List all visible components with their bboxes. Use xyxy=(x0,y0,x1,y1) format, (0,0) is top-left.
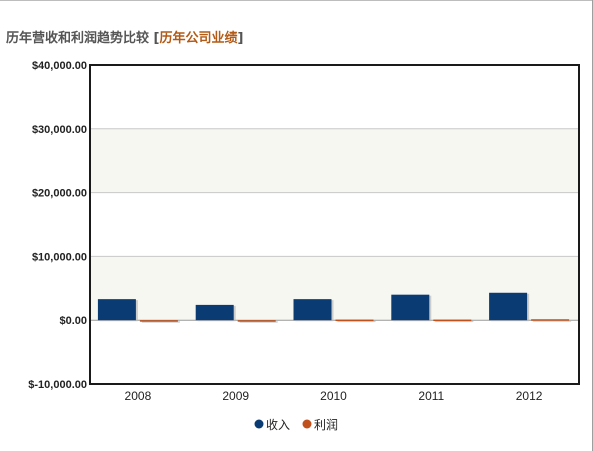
legend-marker xyxy=(254,419,264,429)
plot-band xyxy=(90,192,579,257)
bar-shadow xyxy=(533,320,572,322)
plot-band xyxy=(90,65,579,129)
y-tick-label: $10,000.00 xyxy=(32,251,87,263)
revenue-bar xyxy=(391,294,430,321)
profit-bar xyxy=(433,319,472,322)
y-tick-label: $-10,000.00 xyxy=(28,379,87,391)
revenue-bar xyxy=(489,292,528,321)
x-tick-label: 2008 xyxy=(125,389,152,403)
bracket-close: ] xyxy=(237,31,244,46)
y-tick-label: $40,000.00 xyxy=(32,60,87,72)
x-tick-label: 2009 xyxy=(222,389,249,403)
profit-bar xyxy=(531,319,570,321)
profit-bar xyxy=(139,320,178,322)
revenue-bar xyxy=(195,304,234,321)
company-performance-link[interactable]: 历年公司业绩 xyxy=(159,31,238,46)
plot-band xyxy=(90,128,579,193)
bar-shadow xyxy=(337,320,376,323)
legend-label: 收入 xyxy=(266,418,290,432)
y-tick-label: $0.00 xyxy=(59,315,87,327)
profit-bar xyxy=(335,319,374,322)
bars xyxy=(97,292,572,323)
y-tick-label: $30,000.00 xyxy=(32,124,87,136)
plot-frame xyxy=(89,64,580,385)
legend-label: 利润 xyxy=(314,418,338,432)
profit-bar xyxy=(237,320,276,322)
plot-bands xyxy=(90,65,579,384)
page-title: 历年营收和利润趋势比较 xyxy=(6,31,150,46)
revenue-bar xyxy=(293,299,332,321)
revenue-bar xyxy=(97,299,136,321)
x-tick-label: 2010 xyxy=(320,389,347,403)
bar-shadow xyxy=(141,321,180,323)
legend: 收入 利润 xyxy=(254,418,338,432)
y-axis-ticks: $-10,000.00 $0.00 $10,000.00 $20,000.00 $30,… xyxy=(28,60,87,391)
x-axis-ticks: 2008 2009 2010 2011 2012 xyxy=(125,389,543,403)
bracket-open: [ xyxy=(153,31,160,46)
section-header: 历年营收和利润趋势比较 [历年公司业绩] xyxy=(6,27,243,46)
legend-marker xyxy=(302,419,312,429)
plot-band xyxy=(90,320,579,384)
top-divider xyxy=(0,0,593,1)
bar-shadow xyxy=(239,321,278,323)
bar-shadow xyxy=(435,320,474,323)
y-tick-label: $20,000.00 xyxy=(32,188,87,200)
x-tick-label: 2011 xyxy=(418,389,444,403)
x-tick-label: 2012 xyxy=(516,389,543,403)
